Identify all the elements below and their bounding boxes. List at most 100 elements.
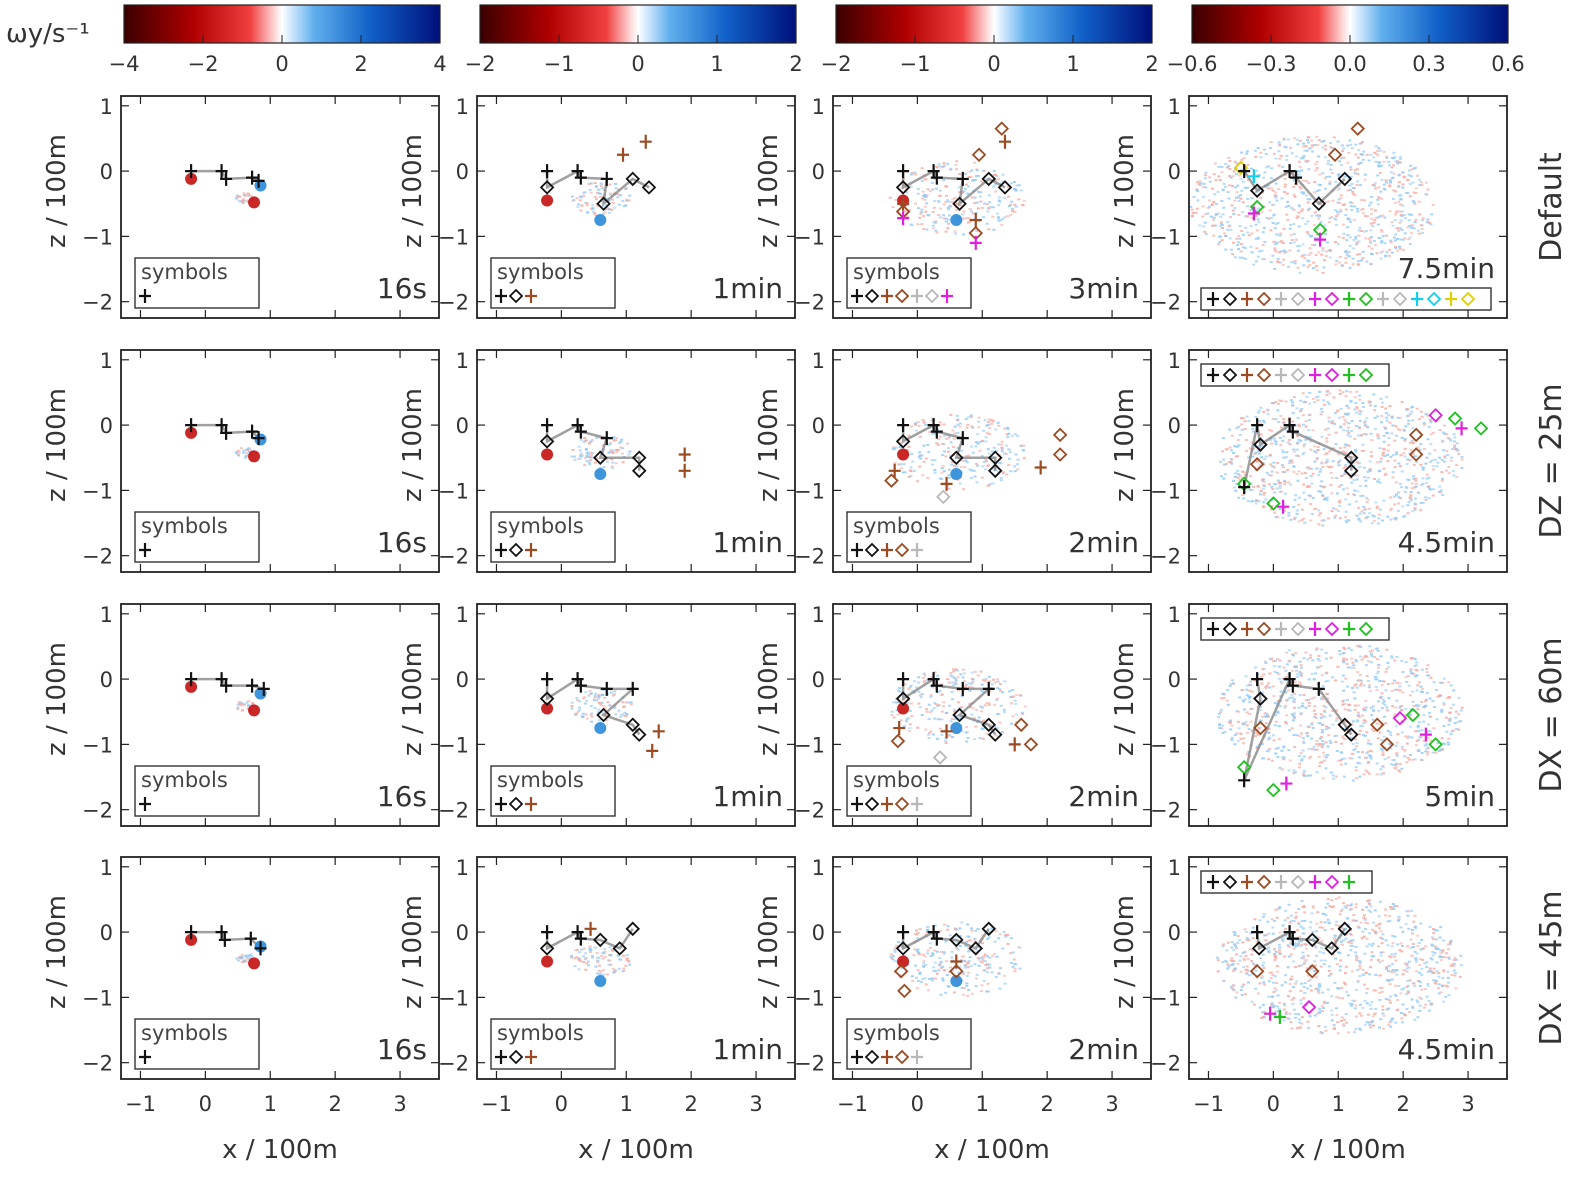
- wake-marker-plus: [1343, 292, 1355, 306]
- vorticity-speck: [898, 446, 902, 449]
- vorticity-speck: [987, 702, 991, 705]
- vorticity-speck: [1368, 684, 1372, 687]
- vorticity-speck: [1365, 260, 1369, 263]
- legend-box: [134, 257, 260, 309]
- vorticity-speck: [1377, 664, 1381, 667]
- vorticity-speck: [611, 949, 615, 952]
- vorticity-speck: [1293, 712, 1297, 715]
- vorticity-speck: [607, 200, 611, 203]
- vorticity-speck: [1342, 699, 1346, 702]
- vorticity-speck: [1374, 160, 1378, 163]
- vorticity-speck: [1273, 194, 1277, 197]
- vorticity-speck: [1342, 646, 1346, 649]
- vorticity-speck: [1314, 743, 1318, 746]
- vorticity-speck: [926, 989, 930, 992]
- vorticity-speck: [1241, 256, 1245, 259]
- vorticity-speck: [1401, 671, 1405, 674]
- vorticity-speck: [1312, 261, 1316, 264]
- wake-marker-plus: [1241, 292, 1253, 306]
- vorticity-speck: [1361, 494, 1365, 497]
- vorticity-speck: [1361, 207, 1365, 210]
- vorticity-speck: [952, 446, 956, 449]
- vorticity-speck: [1212, 173, 1216, 176]
- vorticity-speck: [1003, 427, 1007, 430]
- vorticity-speck: [1299, 440, 1303, 443]
- y-tick-label: −1: [438, 225, 469, 249]
- vorticity-speck: [968, 949, 972, 952]
- vortex-core: [185, 172, 198, 185]
- vorticity-speck: [1006, 428, 1010, 431]
- vorticity-speck: [1352, 494, 1356, 497]
- vorticity-speck: [1339, 407, 1343, 410]
- vorticity-speck: [1219, 222, 1223, 225]
- vorticity-speck: [1282, 137, 1286, 140]
- vorticity-speck: [1386, 666, 1390, 669]
- vorticity-speck: [624, 701, 628, 704]
- vorticity-speck: [1322, 140, 1326, 143]
- vorticity-speck: [1399, 454, 1403, 457]
- vorticity-speck: [622, 706, 626, 709]
- vorticity-speck: [609, 963, 613, 966]
- vorticity-speck: [947, 985, 951, 988]
- vorticity-speck: [1429, 676, 1433, 679]
- vorticity-speck: [926, 949, 930, 952]
- wake-marker-plus: [1377, 292, 1389, 306]
- vorticity-speck: [1274, 418, 1278, 421]
- vorticity-speck: [1356, 671, 1360, 674]
- vorticity-speck: [986, 210, 990, 213]
- vorticity-speck: [897, 689, 901, 692]
- wake-marker-diamond: [968, 941, 984, 956]
- vorticity-speck: [1455, 464, 1459, 467]
- vorticity-speck: [1436, 742, 1440, 745]
- vorticity-speck: [1406, 192, 1410, 195]
- vorticity-speck: [1307, 419, 1311, 422]
- vorticity-speck: [890, 953, 894, 956]
- vorticity-speck: [964, 731, 968, 734]
- vorticity-speck: [1241, 246, 1245, 249]
- vorticity-speck: [1260, 691, 1264, 694]
- vorticity-speck: [1338, 393, 1342, 396]
- vorticity-speck: [1307, 757, 1311, 760]
- vorticity-speck: [1278, 486, 1282, 489]
- vorticity-speck: [942, 470, 946, 473]
- wake-marker-diamond: [612, 941, 628, 956]
- vorticity-speck: [1409, 493, 1413, 496]
- vorticity-speck: [1287, 769, 1291, 772]
- vorticity-speck: [1249, 225, 1253, 228]
- vorticity-speck: [585, 699, 589, 702]
- vorticity-speck: [1274, 720, 1278, 723]
- vorticity-speck: [1401, 171, 1405, 174]
- vorticity-speck: [242, 192, 246, 195]
- vorticity-speck: [1299, 683, 1303, 686]
- vorticity-speck: [584, 201, 588, 204]
- vorticity-speck: [919, 980, 923, 983]
- vorticity-speck: [952, 991, 956, 994]
- vorticity-speck: [1381, 753, 1385, 756]
- vorticity-speck: [599, 970, 603, 973]
- vorticity-speck: [942, 952, 946, 955]
- vorticity-speck: [904, 186, 908, 189]
- vorticity-speck: [1361, 405, 1365, 408]
- vorticity-speck: [970, 682, 974, 685]
- vorticity-speck: [966, 192, 970, 195]
- vorticity-speck: [1300, 472, 1304, 475]
- vorticity-speck: [986, 484, 990, 487]
- vorticity-speck: [934, 221, 938, 224]
- vorticity-speck: [994, 183, 998, 186]
- vorticity-speck: [1442, 703, 1446, 706]
- vorticity-speck: [1362, 707, 1366, 710]
- vorticity-speck: [1306, 735, 1310, 738]
- vorticity-speck: [1309, 252, 1313, 255]
- vorticity-speck: [1287, 689, 1291, 692]
- vorticity-speck: [1417, 200, 1421, 203]
- vorticity-speck: [1355, 168, 1359, 171]
- wake-marker-diamond: [1290, 291, 1306, 307]
- vorticity-speck: [1362, 722, 1366, 725]
- wake-marker-plus: [139, 1050, 151, 1064]
- vorticity-speck: [1297, 245, 1301, 248]
- vorticity-speck: [1441, 681, 1445, 684]
- vorticity-speck: [1391, 424, 1395, 427]
- vorticity-speck: [933, 468, 937, 471]
- vorticity-speck: [597, 956, 601, 959]
- vorticity-speck: [609, 192, 613, 195]
